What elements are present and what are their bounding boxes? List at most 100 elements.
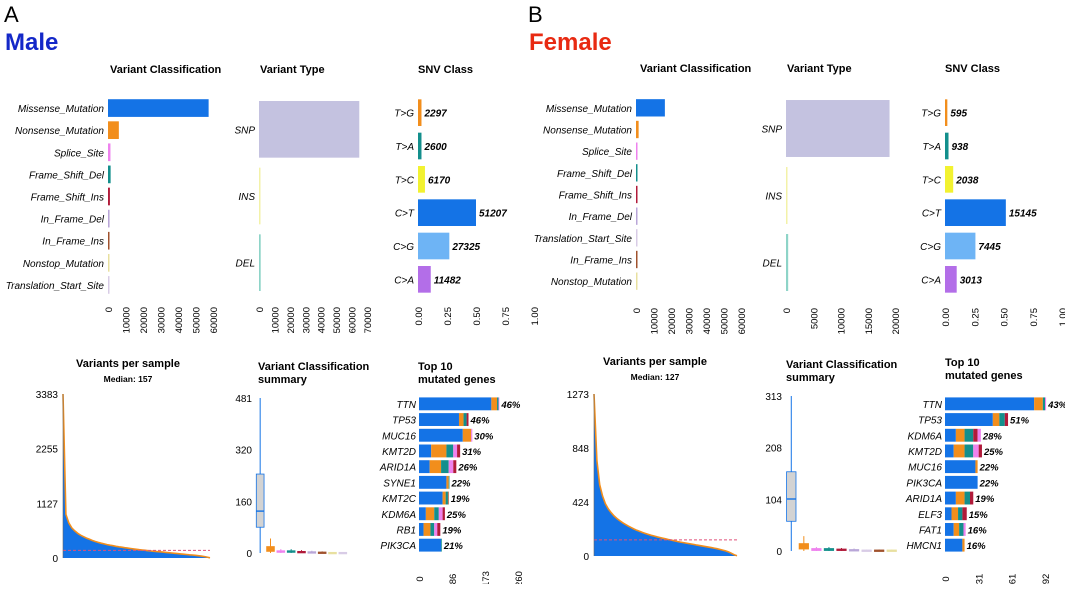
male-top-genes-percent: 25% — [446, 510, 467, 521]
female-variant-type-xtick: 0 — [782, 308, 793, 313]
male-variant-type-bar — [259, 167, 261, 225]
panel-label-male: Male — [5, 29, 58, 56]
male-snv-class-xtick: 1.00 — [530, 307, 541, 326]
male-top-genes-segment — [419, 475, 447, 489]
male-variant-type-title: Variant Type — [260, 64, 325, 76]
female-variant-type-title: Variant Type — [787, 63, 852, 75]
male-snv-class-bar — [418, 266, 431, 293]
female-snv-class-title: SNV Class — [945, 63, 1000, 75]
male-snv-class-label: C>G — [393, 242, 414, 253]
female-snv-class-xtick: 0.00 — [941, 308, 952, 327]
female-top-genes-segment — [973, 428, 978, 442]
female-class-summary-ytick: 313 — [765, 392, 782, 403]
female-snv-class-bar — [945, 99, 948, 126]
female-top-genes-segment — [1042, 397, 1045, 411]
female-top-genes-gene: KMT2D — [908, 447, 942, 458]
male-top-genes-gene: ARID1A — [379, 463, 416, 474]
male-top-genes-percent: 46% — [500, 400, 521, 411]
female-top-genes-gene: MUC16 — [908, 463, 942, 474]
female-variants-per-sample-title: Variants per sample — [603, 356, 707, 368]
male-snv-class-count: 2297 — [423, 109, 447, 120]
female-top-genes-gene: TTN — [923, 400, 943, 411]
male-snv-class-count: 27325 — [451, 242, 480, 253]
female-variant-class-bar — [636, 185, 638, 204]
male-variant-class-label: Frame_Shift_Ins — [31, 193, 104, 204]
female-snv-class-count: 595 — [950, 109, 967, 120]
panel-letter-a: A — [4, 2, 19, 27]
male-class-summary-box — [255, 473, 265, 528]
male-variant-class-bar — [108, 143, 111, 162]
male-top-genes-segment — [453, 444, 458, 458]
male-top-genes-segment — [419, 444, 432, 458]
female-snv-class-xtick: 0.50 — [1000, 308, 1011, 327]
male-top-genes-segment — [442, 491, 446, 505]
female-variant-class-label: Nonstop_Mutation — [551, 277, 633, 288]
male-top-genes-percent: 46% — [470, 416, 491, 427]
female-variant-type-xtick: 20000 — [891, 308, 902, 334]
male-variant-type-xtick: 20000 — [286, 307, 297, 333]
male-variant-type-xtick: 60000 — [348, 307, 359, 333]
male-variant-class-bar — [108, 231, 110, 250]
male-top-genes-gene: KDM6A — [382, 510, 417, 521]
female-variant-class-bar — [636, 164, 638, 182]
male-top-genes-segment — [441, 460, 449, 474]
male-class-summary-ytick: 0 — [246, 549, 252, 560]
male-variant-type-xtick: 30000 — [301, 307, 312, 333]
female-variant-type-xtick: 15000 — [864, 308, 875, 334]
male-top-genes-gene: SYNE1 — [383, 478, 416, 489]
male-top-genes-gene: PIK3CA — [380, 541, 416, 552]
male-variant-type-xtick: 50000 — [332, 307, 343, 333]
male-top-genes-segment — [448, 475, 450, 489]
male-top-genes-xtick: 0 — [415, 576, 426, 581]
male-class-summary-ytick: 481 — [235, 394, 252, 405]
male-top-genes-segment — [419, 428, 463, 442]
female-snv-class-label: T>C — [922, 175, 942, 186]
female-top-genes-percent: 25% — [983, 447, 1004, 458]
male-class-summary-ytick: 160 — [235, 497, 252, 508]
female-variant-class-bar — [636, 142, 638, 160]
male-top-genes-segment — [448, 460, 454, 474]
female-top-genes-segment — [1045, 397, 1047, 411]
male-top-genes-segment — [446, 475, 449, 489]
female-variant-type-label: INS — [765, 192, 782, 203]
male-variant-class-xtick: 30000 — [157, 307, 168, 333]
male-snv-class-label: T>A — [395, 142, 414, 153]
female-top-genes-segment — [945, 538, 963, 552]
female-top-genes-gene: ELF3 — [918, 510, 942, 521]
male-variant-class-xtick: 10000 — [122, 307, 133, 333]
female-top-genes-segment — [945, 444, 954, 458]
female-top-genes-segment — [955, 491, 965, 505]
female-top-genes-gene: HMCN1 — [906, 541, 942, 552]
female-top-genes-gene: TP53 — [918, 416, 942, 427]
male-snv-class-label: T>C — [395, 175, 415, 186]
female-variant-class-xtick: 0 — [632, 308, 643, 313]
female-snv-class-label: C>T — [922, 209, 942, 220]
male-class-summary-title-line-2: summary — [258, 374, 308, 386]
male-top-genes-xtick: 173 — [481, 571, 492, 584]
male-variant-class-label: Missense_Mutation — [18, 104, 105, 115]
male-top-genes-segment — [466, 413, 469, 426]
female-variant-class-label: Missense_Mutation — [546, 104, 633, 115]
male-top-genes-xtick: 260 — [514, 571, 525, 584]
female-class-summary-ytick: 104 — [765, 495, 782, 506]
female-top-genes-gene: KDM6A — [908, 431, 943, 442]
male-top-genes-segment — [441, 538, 442, 552]
male-top-genes-segment — [431, 444, 447, 458]
female-top-genes-xtick: 61 — [1008, 574, 1019, 584]
male-top-genes-segment — [453, 460, 457, 474]
male-snv-class-bar — [418, 166, 425, 193]
male-top-genes-title-line-2: mutated genes — [418, 374, 496, 386]
male-variant-class-bar — [108, 276, 110, 294]
female-top-genes-segment — [964, 444, 974, 458]
female-snv-class-label: C>G — [920, 242, 941, 253]
male-top-genes-gene: TTN — [397, 400, 417, 411]
male-snv-class-label: C>T — [395, 209, 415, 220]
male-variant-type-bar — [259, 101, 360, 158]
male-variant-class-xtick: 0 — [104, 307, 115, 312]
female-top-genes-xtick: 0 — [941, 576, 952, 581]
male-top-genes-segment — [429, 460, 442, 474]
male-variant-class-label: In_Frame_Del — [41, 215, 105, 226]
male-variant-class-label: Nonstop_Mutation — [23, 259, 105, 270]
male-top-genes-segment — [419, 397, 492, 411]
female-snv-class-bar — [945, 232, 976, 260]
